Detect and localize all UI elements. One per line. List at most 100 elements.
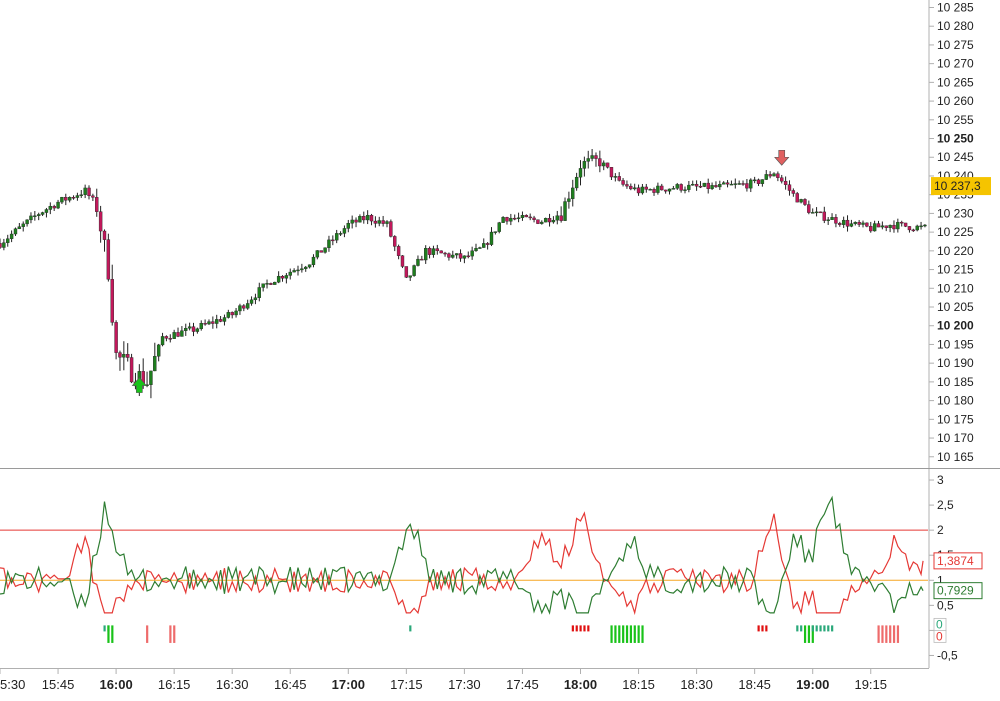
candle-body — [768, 174, 772, 177]
candle-body — [656, 185, 660, 193]
candle-body — [590, 155, 594, 159]
candle-body — [721, 182, 726, 185]
signal-bar — [571, 625, 574, 632]
candle-body — [443, 252, 447, 255]
candle-body — [17, 226, 22, 229]
candle-body — [892, 224, 896, 230]
candle-body — [400, 255, 405, 267]
candle-body — [160, 336, 165, 346]
candle-body — [187, 326, 192, 329]
candle-body — [0, 243, 2, 248]
candle-body — [559, 215, 563, 221]
time-tick-label: 16:00 — [99, 677, 132, 692]
signal-bar — [103, 625, 106, 632]
candle-body — [900, 221, 904, 224]
signal-bar — [811, 625, 814, 632]
candle-body — [168, 338, 172, 340]
signal-bar — [587, 625, 590, 632]
candle-body — [660, 185, 664, 191]
candle-body — [578, 168, 583, 178]
candle-body — [106, 239, 111, 280]
candle-body — [571, 187, 575, 199]
signal-bar — [583, 625, 586, 632]
candle-body — [896, 221, 900, 230]
candle-body — [663, 189, 668, 192]
candle-body — [102, 230, 107, 240]
signal-bar — [803, 625, 807, 643]
candle-body — [91, 195, 95, 198]
candle-body — [485, 243, 490, 245]
candle-body — [276, 275, 281, 283]
candle-body — [725, 182, 730, 185]
signal-bar — [881, 625, 884, 643]
candle-body — [636, 187, 641, 194]
candle-body — [87, 187, 91, 197]
last-price-label: 10 237,3 — [934, 179, 981, 193]
candle-body — [79, 194, 83, 196]
candle-body — [218, 319, 223, 322]
time-tick-label: 16:15 — [158, 677, 191, 692]
candle-body — [872, 223, 877, 232]
candle-body — [888, 224, 892, 228]
candle-body — [621, 180, 625, 185]
candle-body — [404, 266, 409, 278]
signal-bar — [885, 625, 888, 643]
candle-body — [199, 323, 203, 330]
candle-body — [377, 220, 381, 224]
buy-arrow — [131, 377, 147, 393]
signal-bar — [169, 625, 172, 643]
candle-body — [435, 248, 440, 252]
candle-body — [354, 219, 358, 223]
candle-body — [129, 357, 134, 383]
candle-body — [296, 269, 300, 272]
candle-body — [625, 184, 629, 187]
candle-body — [915, 225, 919, 231]
candle-body — [923, 224, 927, 227]
signal-bar — [173, 625, 176, 643]
price-tick-label: 10 170 — [937, 431, 974, 445]
price-tick-label: 10 250 — [937, 132, 974, 146]
candle-body — [307, 264, 312, 268]
time-tick-label: 19:15 — [854, 677, 887, 692]
signal-bar — [823, 625, 826, 632]
candle-body — [25, 219, 29, 225]
candle-body — [37, 214, 41, 216]
price-tick-label: 10 185 — [937, 375, 974, 389]
candle-body — [13, 228, 18, 235]
osc-value-tag — [933, 552, 983, 570]
candle-body — [234, 310, 238, 316]
candle-body — [408, 275, 412, 278]
candle-body — [729, 183, 734, 186]
candle-body — [346, 223, 350, 229]
candle-body — [764, 174, 768, 180]
candle-body — [164, 336, 169, 339]
candle-body — [795, 193, 799, 203]
candle-body — [532, 217, 536, 220]
candle-body — [482, 243, 486, 248]
candle-body — [613, 176, 618, 178]
candle-body — [733, 183, 737, 185]
candle-body — [118, 352, 122, 358]
signal-bar — [896, 625, 900, 643]
candle-body — [749, 179, 753, 189]
zero-label: 0 — [936, 617, 943, 631]
candle-body — [451, 254, 455, 258]
candle-body — [211, 321, 215, 324]
candle-body — [292, 270, 296, 273]
candle-body — [791, 190, 796, 194]
candle-body — [675, 184, 679, 189]
candle-body — [826, 219, 830, 221]
signal-bar — [409, 625, 412, 632]
time-axis: 5:30 15:45 16:00 16:15 16:30 16:45 17:00 17:15 1… — [0, 668, 887, 692]
candle-body — [358, 216, 362, 223]
candle-body — [513, 217, 517, 220]
candle-body — [845, 219, 850, 227]
signal-bar — [146, 625, 149, 643]
candle-body — [2, 242, 6, 248]
candle-body — [156, 344, 161, 357]
candle-body — [880, 225, 885, 228]
candle-body — [911, 229, 916, 232]
candle-body — [772, 173, 776, 177]
